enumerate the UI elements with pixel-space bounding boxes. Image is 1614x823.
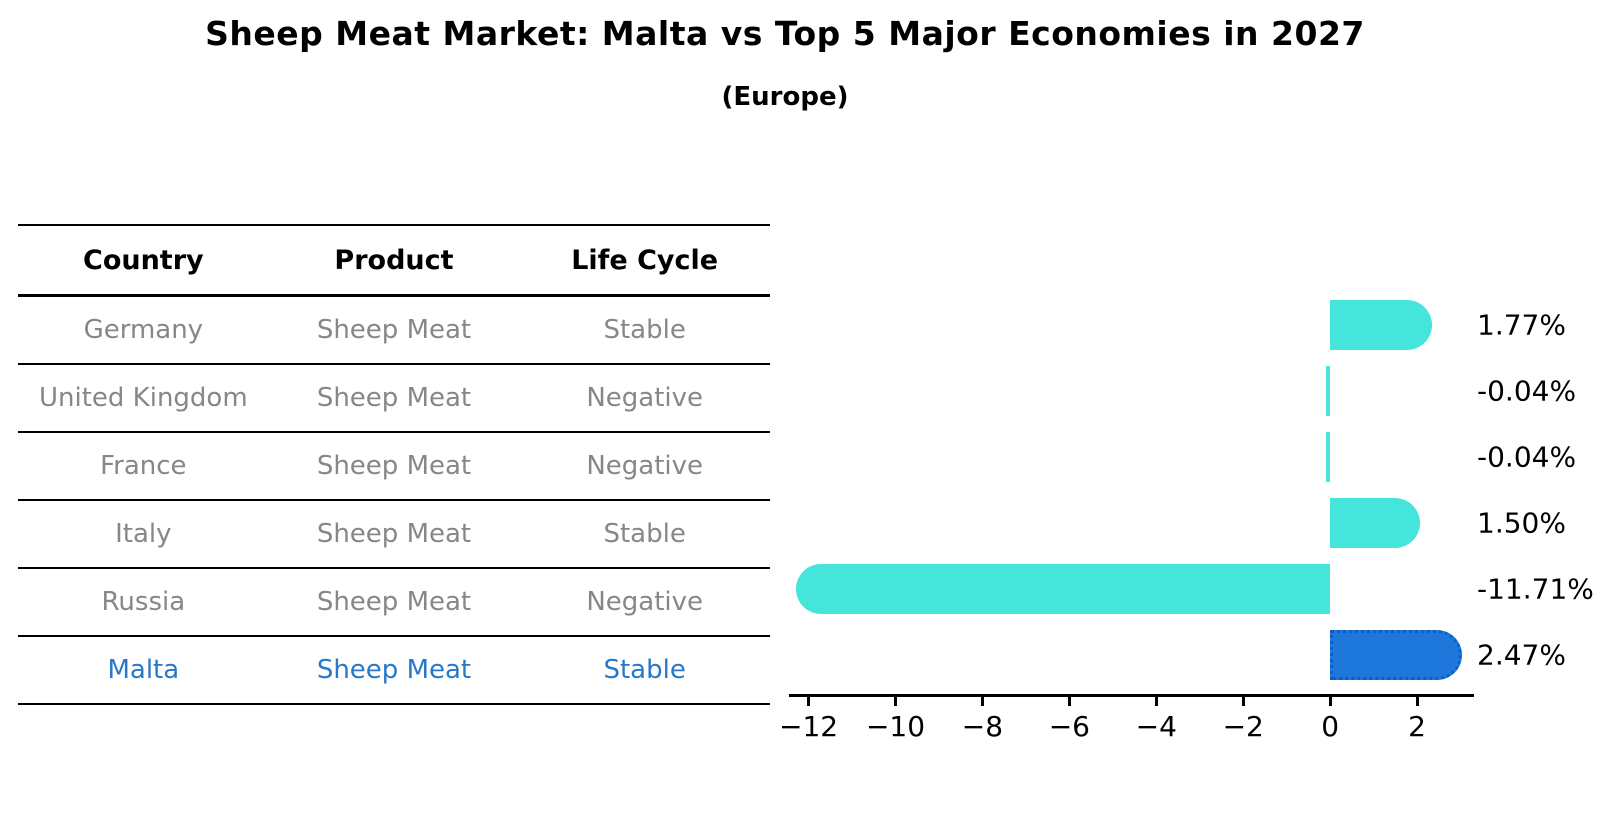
table-body: Germany Sheep Meat Stable United Kingdom She… bbox=[18, 297, 770, 705]
table-cell-product: Sheep Meat bbox=[316, 383, 472, 413]
x-axis-line bbox=[789, 694, 1474, 697]
table-cell-product: Sheep Meat bbox=[316, 655, 472, 685]
table-cell-country: Russia bbox=[101, 587, 186, 617]
table-cell-country: Malta bbox=[107, 655, 180, 685]
table-cell-country: Germany bbox=[83, 315, 204, 345]
x-axis-tick-label: −10 bbox=[865, 710, 926, 743]
x-axis-tick bbox=[980, 697, 984, 706]
table-header-product: Product bbox=[334, 244, 454, 276]
x-axis-tick bbox=[807, 697, 811, 706]
bar-france bbox=[1326, 432, 1331, 482]
table-cell-life-cycle: Negative bbox=[586, 383, 703, 413]
x-axis-tick bbox=[1328, 697, 1332, 706]
table-cell-life-cycle: Negative bbox=[586, 451, 703, 481]
table-cell-country: Italy bbox=[115, 519, 172, 549]
chart-subtitle: (Europe) bbox=[721, 82, 849, 112]
x-axis-tick-label: −8 bbox=[961, 710, 1004, 743]
x-axis-tick-label: −12 bbox=[779, 710, 839, 743]
value-label-bar-united-kingdom: -0.04% bbox=[1477, 374, 1577, 408]
table-row-united-kingdom: United Kingdom Sheep Meat Negative bbox=[18, 365, 770, 433]
bar-germany bbox=[1330, 300, 1433, 350]
value-label-bar-france: -0.04% bbox=[1477, 440, 1577, 474]
x-axis-tick bbox=[1415, 697, 1419, 706]
table-header-country: Country bbox=[83, 244, 204, 276]
table-cell-product: Sheep Meat bbox=[316, 519, 472, 549]
table-header-life-cycle: Life Cycle bbox=[571, 244, 719, 276]
value-label-bar-russia: -11.71% bbox=[1477, 572, 1594, 606]
table-row-malta: Malta Sheep Meat Stable bbox=[18, 637, 770, 705]
table-cell-country: United Kingdom bbox=[38, 383, 248, 413]
chart-title: Sheep Meat Market: Malta vs Top 5 Major … bbox=[205, 14, 1365, 53]
x-axis-tick bbox=[893, 697, 897, 706]
table-cell-life-cycle: Negative bbox=[586, 587, 703, 617]
table-row-france: France Sheep Meat Negative bbox=[18, 433, 770, 501]
x-axis-tick bbox=[1154, 697, 1158, 706]
table-row-italy: Italy Sheep Meat Stable bbox=[18, 501, 770, 569]
x-axis-tick-label: −4 bbox=[1135, 710, 1177, 743]
bar-united-kingdom bbox=[1326, 366, 1331, 416]
country-table: Country Product Life Cycle Germany Sheep … bbox=[18, 224, 770, 705]
table-cell-life-cycle: Stable bbox=[603, 315, 686, 345]
bar-italy bbox=[1330, 498, 1421, 548]
bar-malta bbox=[1330, 630, 1463, 680]
table-cell-product: Sheep Meat bbox=[316, 587, 472, 617]
table-cell-country: France bbox=[100, 451, 187, 481]
table-cell-product: Sheep Meat bbox=[316, 451, 472, 481]
table-row-germany: Germany Sheep Meat Stable bbox=[18, 297, 770, 365]
table-cell-life-cycle: Stable bbox=[603, 655, 686, 685]
x-axis-tick-label: −6 bbox=[1048, 710, 1090, 743]
bar-russia bbox=[796, 564, 1331, 614]
x-axis-tick bbox=[1241, 697, 1245, 706]
table-row-russia: Russia Sheep Meat Negative bbox=[18, 569, 770, 637]
x-axis-tick bbox=[1067, 697, 1071, 706]
x-axis-tick-label: −2 bbox=[1222, 710, 1264, 743]
x-axis-tick-label: 0 bbox=[1321, 710, 1340, 743]
table-header-row: Country Product Life Cycle bbox=[18, 226, 770, 297]
value-label-bar-germany: 1.77% bbox=[1477, 308, 1566, 342]
table-cell-life-cycle: Stable bbox=[603, 519, 686, 549]
x-axis-tick-label: 2 bbox=[1408, 710, 1426, 743]
table-cell-product: Sheep Meat bbox=[316, 315, 472, 345]
value-label-bar-italy: 1.50% bbox=[1477, 506, 1566, 540]
value-label-bar-malta: 2.47% bbox=[1477, 638, 1566, 672]
